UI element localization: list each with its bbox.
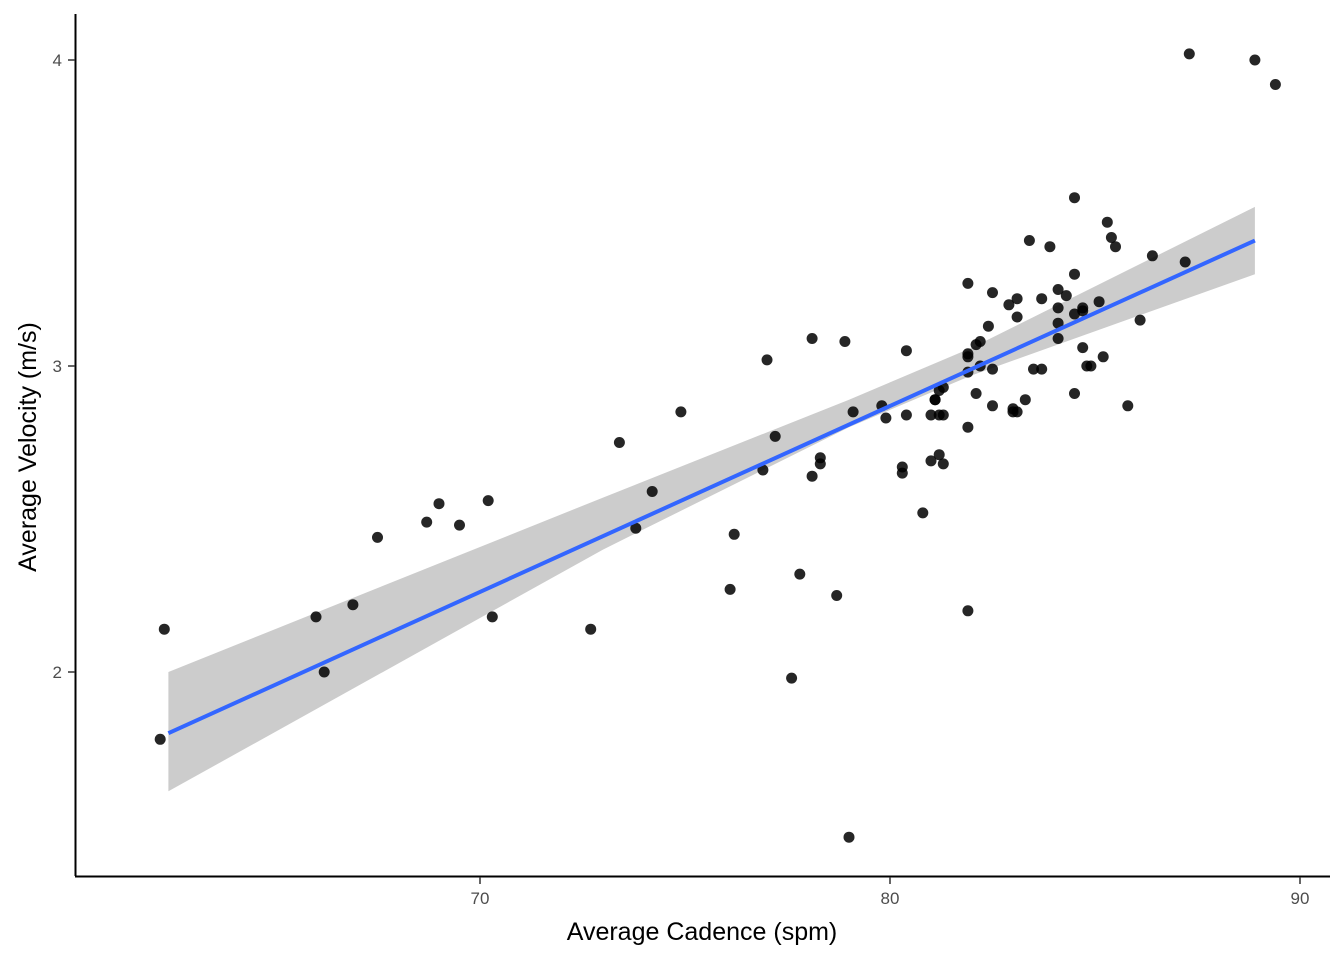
data-point	[1110, 241, 1121, 253]
x-tick-label: 90	[1291, 889, 1310, 908]
data-point	[1069, 192, 1080, 204]
data-point	[900, 409, 912, 421]
data-point	[1052, 333, 1064, 344]
data-point	[675, 406, 687, 418]
data-point	[880, 412, 892, 424]
data-point	[1036, 363, 1048, 375]
y-tick-label: 4	[53, 51, 62, 70]
data-point	[839, 336, 851, 347]
data-point	[970, 388, 982, 399]
data-point	[646, 486, 658, 497]
data-point	[831, 590, 843, 601]
data-point	[937, 409, 949, 421]
data-point	[1060, 290, 1072, 302]
data-point	[1183, 48, 1195, 60]
data-point	[1052, 317, 1064, 329]
x-tick-label: 80	[881, 889, 900, 908]
data-point	[486, 611, 498, 623]
data-point	[1134, 314, 1146, 326]
data-point	[925, 455, 937, 467]
data-point	[454, 519, 465, 531]
data-point	[1249, 54, 1261, 66]
data-point	[814, 458, 826, 470]
data-point	[769, 430, 781, 442]
data-point	[896, 467, 908, 479]
data-point	[613, 437, 625, 448]
data-point	[630, 522, 642, 534]
data-point	[154, 733, 166, 745]
data-point	[728, 528, 740, 540]
y-tick-label: 3	[53, 357, 62, 376]
data-point	[372, 531, 383, 543]
regression-line	[167, 238, 1256, 736]
data-point	[1122, 400, 1134, 412]
x-axis-title: Average Cadence (spm)	[567, 918, 838, 946]
data-point	[1023, 235, 1035, 246]
data-point	[937, 458, 949, 470]
data-point	[310, 611, 322, 623]
data-point	[917, 507, 929, 519]
data-point	[794, 568, 806, 580]
data-point	[158, 623, 170, 635]
data-point	[806, 333, 818, 344]
plot-panel	[154, 48, 1281, 843]
data-point	[1179, 256, 1191, 268]
data-point	[1077, 305, 1089, 317]
data-point	[724, 583, 736, 595]
data-point	[433, 498, 445, 510]
data-point	[1077, 342, 1089, 354]
data-point	[847, 406, 859, 418]
data-point	[843, 831, 855, 843]
data-point	[987, 363, 998, 375]
data-point	[757, 464, 769, 476]
data-point	[1003, 299, 1015, 311]
data-point	[933, 449, 945, 461]
data-point	[1097, 351, 1109, 363]
data-point	[482, 495, 494, 507]
data-point	[421, 516, 433, 528]
x-axis: 70 80 90	[75, 875, 1330, 908]
data-point	[318, 666, 330, 678]
data-point	[925, 409, 937, 421]
data-point	[1269, 79, 1281, 90]
data-point	[987, 287, 998, 299]
data-points	[154, 48, 1281, 843]
data-point	[786, 672, 798, 684]
data-point	[987, 400, 998, 412]
data-point	[982, 320, 994, 332]
data-point	[1069, 388, 1080, 399]
x-tick-label: 70	[471, 889, 490, 908]
data-point	[962, 277, 974, 289]
data-point	[962, 421, 974, 433]
data-point	[1028, 363, 1039, 375]
data-point	[1101, 216, 1113, 228]
data-point	[929, 394, 941, 406]
data-point	[1044, 241, 1056, 253]
data-point	[1019, 394, 1031, 406]
data-point	[1011, 406, 1023, 418]
confidence-band	[168, 206, 1255, 792]
data-point	[1069, 268, 1080, 280]
data-point	[900, 345, 912, 357]
data-point	[974, 336, 986, 347]
y-axis: 2 3 4	[53, 14, 77, 876]
data-point	[1011, 311, 1023, 323]
data-point	[806, 470, 818, 482]
data-point	[1146, 250, 1158, 262]
data-point	[585, 623, 597, 635]
data-point	[962, 351, 974, 363]
data-point	[1052, 302, 1064, 314]
y-tick-label: 2	[53, 663, 62, 682]
data-point	[1036, 293, 1048, 305]
data-point	[1052, 284, 1064, 295]
y-axis-title: Average Velocity (m/s)	[14, 322, 42, 572]
data-point	[761, 354, 773, 366]
data-point	[962, 605, 974, 617]
data-point	[1085, 360, 1097, 372]
data-point	[1011, 293, 1023, 305]
data-point	[1105, 232, 1117, 243]
data-point	[1093, 296, 1105, 308]
data-point	[347, 599, 359, 611]
